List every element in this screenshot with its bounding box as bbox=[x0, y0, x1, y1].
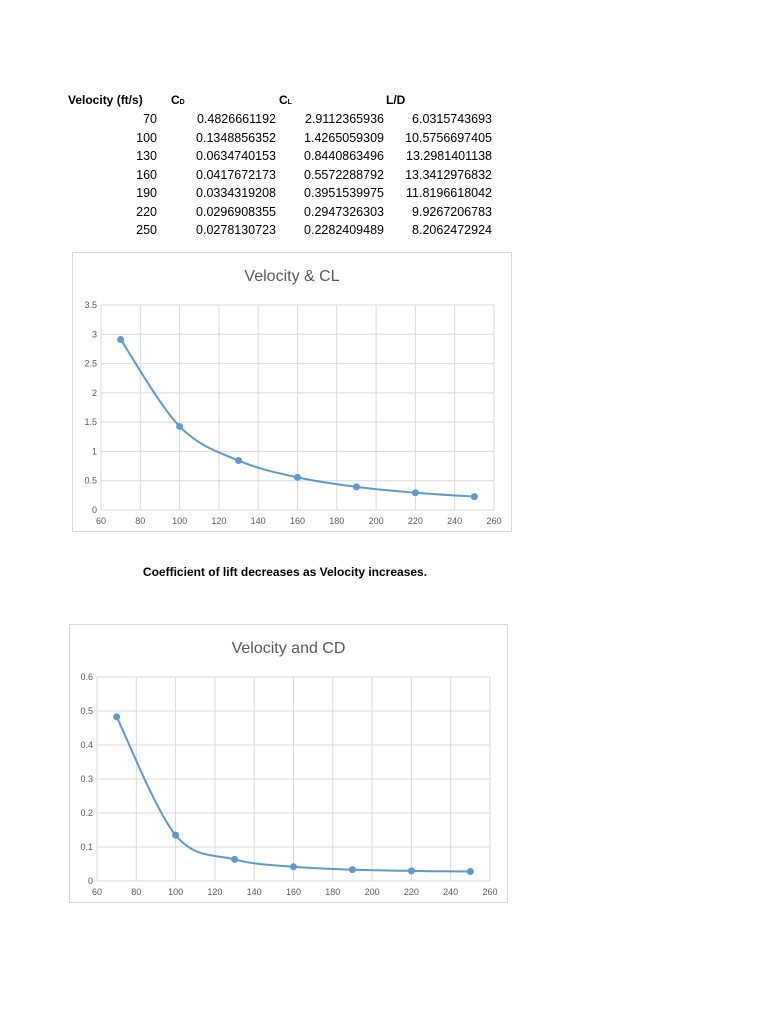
x-tick-label: 60 bbox=[92, 887, 102, 897]
x-tick-label: 200 bbox=[365, 887, 380, 897]
data-point-marker bbox=[231, 855, 239, 863]
y-tick-label: 0.6 bbox=[80, 672, 93, 682]
data-point-marker bbox=[294, 473, 301, 481]
data-point-marker bbox=[411, 489, 419, 497]
header-cl: CL bbox=[279, 93, 292, 107]
data-point-marker bbox=[117, 335, 125, 343]
x-tick-label: 120 bbox=[207, 887, 222, 897]
table-cell-ld: 13.2981401138 bbox=[406, 149, 492, 163]
x-tick-label: 120 bbox=[211, 516, 226, 526]
table-cell-cd: 0.0417672173 bbox=[196, 167, 276, 182]
header-cd-subscript: D bbox=[179, 99, 185, 106]
data-point-marker bbox=[470, 493, 478, 501]
x-tick-label: 260 bbox=[486, 516, 501, 526]
y-tick-label: 0.4 bbox=[80, 740, 93, 750]
table-cell-velocity: 100 bbox=[136, 130, 157, 145]
data-point-marker bbox=[290, 863, 297, 871]
table-cell-ld: 10.5756697405 bbox=[405, 130, 492, 145]
x-tick-label: 220 bbox=[408, 516, 423, 526]
caption-text: Coefficient of lift decreases as Velocit… bbox=[142, 565, 428, 579]
chart-velocity-cd: Velocity and CD 60 80 100 120 140 160 180 200 22… bbox=[69, 624, 508, 903]
y-tick-label: 0.1 bbox=[80, 842, 93, 852]
x-tick-label: 180 bbox=[329, 516, 344, 526]
x-tick-label: 140 bbox=[247, 887, 262, 897]
table-cell-ld: 9.9267206783 bbox=[412, 204, 492, 219]
y-tick-label: 2.5 bbox=[84, 359, 97, 369]
table-cell-cd: 0.0278130723 bbox=[196, 223, 276, 237]
table-cell-velocity: 190 bbox=[136, 186, 157, 200]
y-tick-label: 2 bbox=[92, 388, 97, 398]
table-cell-ld: 11.8196618042 bbox=[406, 186, 492, 200]
data-point-marker bbox=[466, 868, 474, 876]
table-cell-ld: 6.0315743693 bbox=[412, 112, 492, 126]
chart-title: Velocity & CL bbox=[244, 268, 340, 285]
table-cell-velocity: 70 bbox=[143, 112, 157, 126]
data-point-marker bbox=[176, 422, 184, 430]
header-cd-label: C bbox=[171, 93, 180, 107]
x-tick-label: 160 bbox=[290, 516, 305, 526]
header-cd: CD bbox=[171, 93, 185, 107]
y-tick-label: 0.5 bbox=[84, 476, 97, 486]
x-tick-label: 240 bbox=[443, 887, 458, 897]
data-point-marker bbox=[352, 483, 360, 491]
table-cell-cd: 0.4826661192 bbox=[196, 112, 276, 126]
data-point-marker bbox=[113, 713, 121, 721]
x-tick-label: 60 bbox=[96, 516, 106, 526]
x-tick-label: 200 bbox=[369, 516, 384, 526]
table-cell-cd: 0.0334319208 bbox=[196, 186, 276, 200]
y-tick-label: 0 bbox=[88, 876, 93, 886]
data-point-marker bbox=[348, 866, 356, 874]
header-cl-subscript: L bbox=[287, 99, 292, 106]
x-tick-label: 240 bbox=[447, 516, 462, 526]
x-tick-label: 180 bbox=[325, 887, 340, 897]
table-cell-cl: 0.5572288792 bbox=[304, 167, 384, 182]
data-point-marker bbox=[407, 867, 415, 875]
table-cell-cd: 0.0296908355 bbox=[196, 204, 276, 219]
table-cell-velocity: 130 bbox=[136, 149, 157, 163]
data-point-marker bbox=[235, 457, 243, 465]
table-cell-ld: 13.3412976832 bbox=[405, 167, 492, 182]
table-cell-velocity: 220 bbox=[136, 204, 157, 219]
x-tick-label: 260 bbox=[482, 887, 497, 897]
x-tick-label: 100 bbox=[172, 516, 187, 526]
table-cell-cd: 0.0634740153 bbox=[196, 149, 276, 163]
x-tick-label: 160 bbox=[286, 887, 301, 897]
chart-title: Velocity and CD bbox=[231, 640, 346, 657]
chart-velocity-cl: Velocity & CL 60 80 100 120 140 160 180 200 220 2… bbox=[72, 252, 512, 532]
x-tick-label: 100 bbox=[168, 887, 183, 897]
table-cell-cl: 2.9112365936 bbox=[304, 112, 384, 126]
table-cell-cl: 0.3951539975 bbox=[304, 186, 384, 200]
x-tick-label: 220 bbox=[404, 887, 419, 897]
table-cell-cl: 1.4265059309 bbox=[304, 130, 384, 145]
table-cell-velocity: 160 bbox=[136, 167, 157, 182]
x-tick-label: 140 bbox=[251, 516, 266, 526]
header-velocity: Velocity (ft/s) bbox=[68, 93, 143, 107]
chart-plot: 60 80 100 120 140 160 180 200 220 240 260 0 0.5 1 1.5 2… bbox=[84, 300, 501, 526]
table-cell-velocity: 250 bbox=[136, 223, 157, 237]
header-ld: L/D bbox=[386, 93, 406, 107]
table-cell-cl: 0.2282409489 bbox=[304, 223, 384, 237]
y-tick-label: 3.5 bbox=[84, 300, 97, 310]
table-cell-ld: 8.2062472924 bbox=[412, 223, 492, 237]
x-tick-label: 80 bbox=[135, 516, 145, 526]
y-tick-label: 1.5 bbox=[84, 417, 97, 427]
chart-plot: 60 80 100 120 140 160 180 200 220 240 260 0 0.1 0.2 0.… bbox=[80, 672, 497, 897]
data-point-marker bbox=[172, 831, 180, 839]
y-tick-label: 0.2 bbox=[80, 808, 93, 818]
header-cl-label: C bbox=[279, 93, 288, 107]
table-cell-cl: 0.2947326303 bbox=[304, 204, 384, 219]
y-tick-label: 0.3 bbox=[80, 774, 93, 784]
y-tick-label: 3 bbox=[92, 329, 97, 339]
table-cell-cd: 0.1348856352 bbox=[196, 130, 276, 145]
x-tick-label: 80 bbox=[131, 887, 141, 897]
y-tick-label: 1 bbox=[92, 446, 97, 456]
y-tick-label: 0.5 bbox=[80, 706, 93, 716]
y-tick-label: 0 bbox=[92, 505, 97, 515]
table-cell-cl: 0.8440863496 bbox=[304, 149, 384, 163]
